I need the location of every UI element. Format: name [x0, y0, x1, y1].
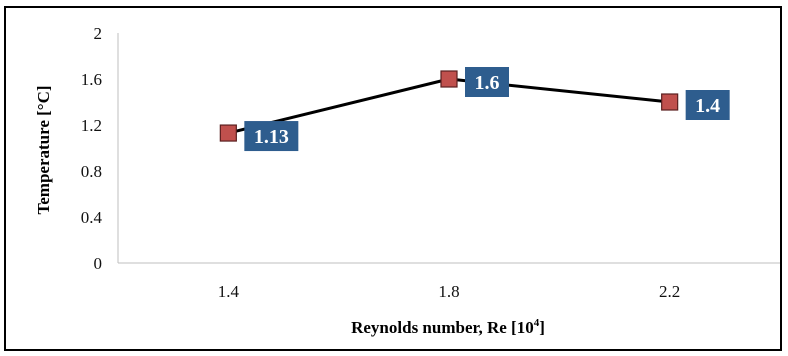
x-axis-title-main: Reynolds number, Re [10 — [351, 318, 534, 337]
data-labels: 1.13 1.6 1.4 — [244, 67, 730, 152]
x-tick-label: 1.8 — [438, 282, 459, 301]
data-label-box — [465, 67, 509, 97]
y-axis-title: Temperature [°C] — [34, 85, 53, 214]
y-tick-label: 0.4 — [81, 208, 103, 227]
x-axis-title-suffix: ] — [539, 318, 545, 337]
y-tick-label: 1.6 — [81, 70, 102, 89]
y-tick-label: 2 — [94, 24, 103, 43]
y-tick-label: 1.2 — [81, 116, 102, 135]
x-axis-title: Reynolds number, Re [104] — [351, 317, 545, 337]
x-tick-label: 1.4 — [218, 282, 240, 301]
data-point-marker — [219, 124, 237, 142]
series-temperature — [219, 70, 679, 142]
data-point-marker — [440, 70, 458, 88]
x-tick-label: 2.2 — [659, 282, 680, 301]
x-axis: 1.4 1.8 2.2 — [118, 262, 780, 301]
x-axis-title-exponent: 4 — [534, 317, 540, 329]
data-label: 1.4 — [695, 95, 720, 117]
data-label-box — [685, 90, 730, 120]
y-tick-label: 0 — [94, 254, 103, 273]
data-label: 1.6 — [475, 72, 500, 94]
data-label-box — [244, 121, 299, 152]
chart-frame — [4, 6, 782, 351]
data-label: 1.13 — [254, 126, 289, 148]
y-tick-label: 0.8 — [81, 162, 102, 181]
y-axis: 0 0.4 0.8 1.2 1.6 2 — [81, 24, 119, 273]
data-point-marker — [661, 93, 679, 111]
